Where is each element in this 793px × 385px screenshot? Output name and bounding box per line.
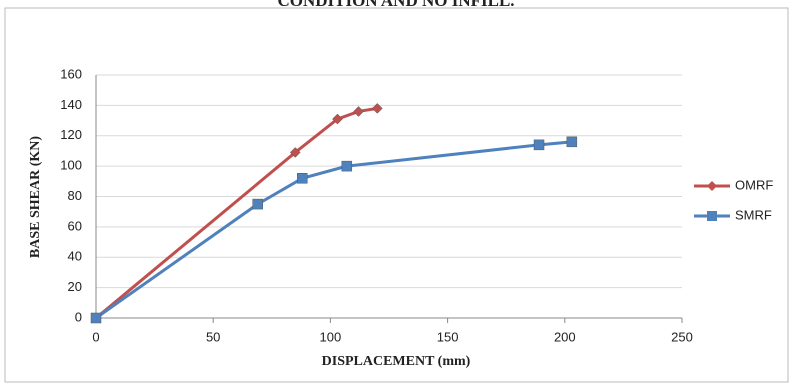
legend-label: OMRF: [735, 177, 773, 192]
y-tick-label: 60: [68, 218, 82, 233]
x-tick-label: 0: [92, 329, 99, 344]
marker: [297, 173, 308, 184]
marker: [252, 198, 263, 210]
series-line: [95, 140, 572, 320]
y-tick-label: 40: [68, 249, 82, 264]
marker: [90, 312, 102, 324]
legend-marker: [707, 211, 717, 221]
marker: [533, 139, 545, 151]
marker: [566, 136, 578, 148]
y-tick-label: 140: [60, 97, 82, 112]
y-tick-label: 20: [68, 279, 82, 294]
chart-frame: [4, 7, 789, 383]
x-tick-label: 250: [671, 329, 693, 344]
chart-title: CONDITION AND NO INFILL.: [277, 0, 514, 10]
legend-marker: [707, 181, 717, 191]
marker: [371, 103, 383, 114]
marker: [341, 160, 353, 172]
x-tick-label: 150: [437, 329, 459, 344]
x-axis-title: DISPLACEMENT (mm): [322, 354, 471, 369]
legend-label: SMRF: [735, 207, 772, 222]
y-tick-label: 120: [60, 127, 82, 142]
x-tick-label: 200: [554, 329, 576, 344]
x-tick-label: 50: [206, 329, 220, 344]
marker: [289, 147, 301, 158]
marker: [332, 113, 343, 125]
y-axis-title: BASE SHEAR (KN): [28, 136, 43, 258]
y-tick-label: 160: [60, 66, 82, 81]
y-tick-label: 0: [75, 309, 82, 324]
y-tick-label: 100: [60, 158, 82, 173]
marker: [353, 106, 364, 117]
y-tick-label: 80: [68, 188, 82, 203]
x-tick-label: 100: [320, 329, 342, 344]
